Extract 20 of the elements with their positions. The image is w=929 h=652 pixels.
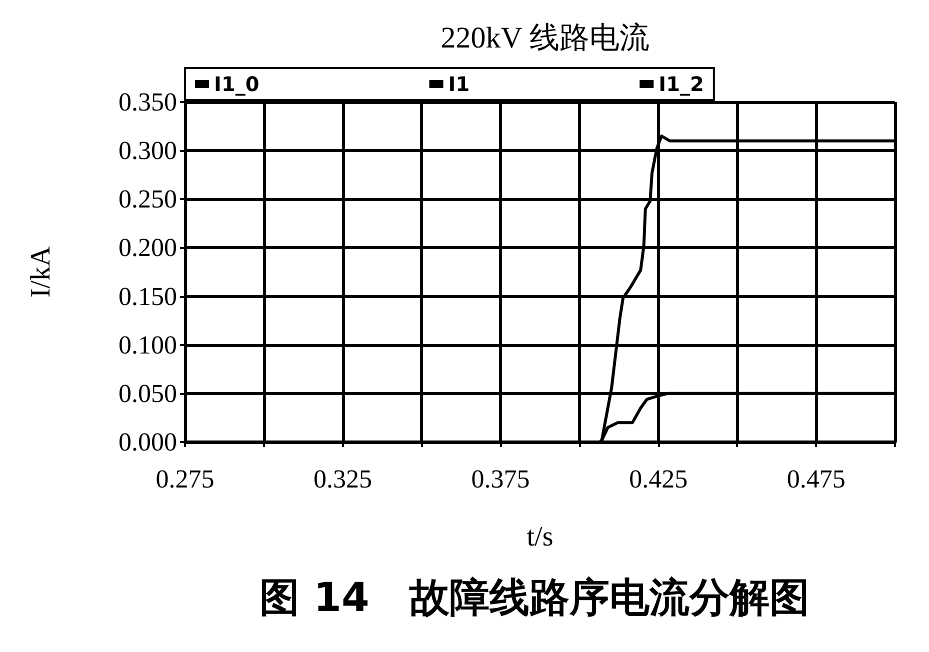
y-axis-title: I/kA <box>26 246 56 298</box>
y-tick-label: 0.050 <box>118 378 177 408</box>
caption: 图 14 故障线路序电流分解图 <box>258 574 810 623</box>
y-tick-label: 0.200 <box>118 233 177 262</box>
y-tick-label: 0.150 <box>118 282 177 311</box>
x-axis-title: t/s <box>526 522 554 552</box>
y-tick-label: 0.100 <box>118 330 177 360</box>
y-tick-label: 0.250 <box>118 184 177 214</box>
x-tick-label: 0.325 <box>314 464 372 494</box>
legend-label: I1_0 <box>214 72 260 96</box>
x-tick-label: 0.375 <box>471 464 530 494</box>
y-tick-label: 0.000 <box>118 428 177 456</box>
legend-label: I1 <box>448 72 470 96</box>
y-tick-label: 0.300 <box>118 136 177 166</box>
x-tick-label: 0.475 <box>786 464 846 494</box>
legend-label: I1_2 <box>658 72 704 96</box>
x-tick-label: 0.425 <box>629 464 688 494</box>
y-tick-label: 0.350 <box>118 88 177 116</box>
chart-title: 220kV 线路电流 <box>440 22 650 54</box>
x-tick-label: 0.275 <box>156 464 214 494</box>
